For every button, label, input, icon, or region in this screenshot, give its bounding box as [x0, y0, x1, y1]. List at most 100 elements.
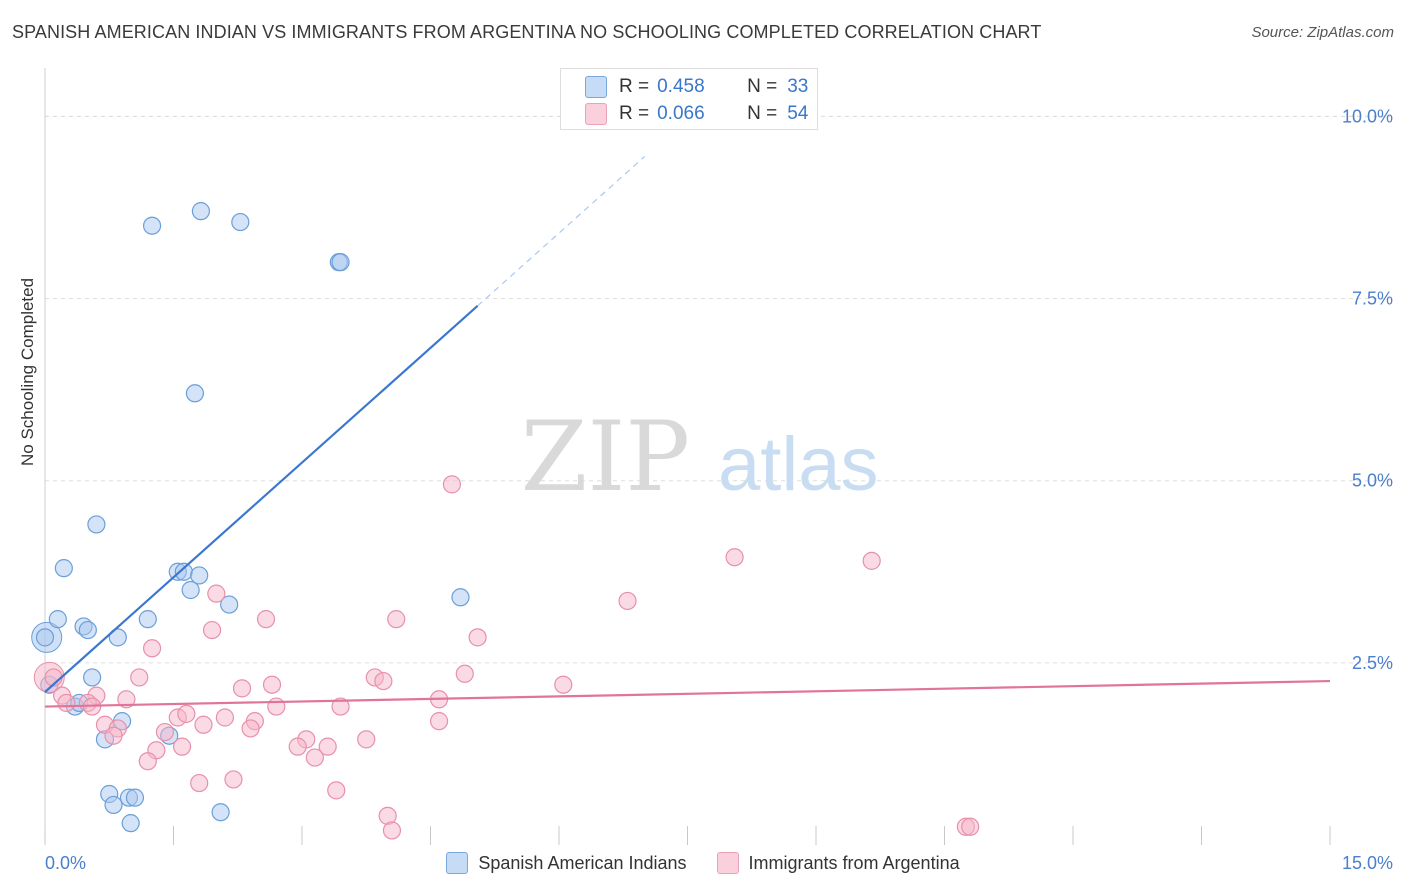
data-point: [220, 595, 239, 614]
y-tick-label: 5.0%: [1352, 471, 1393, 491]
legend: Spanish American Indians Immigrants from…: [0, 852, 1406, 874]
data-point: [327, 781, 346, 800]
data-point: [202, 620, 222, 640]
legend-swatch-pink: [716, 852, 739, 874]
data-point: [104, 726, 123, 745]
legend-label: Spanish American Indians: [478, 852, 687, 873]
data-point: [172, 737, 192, 756]
y-axis-label: No Schooling Completed: [18, 277, 37, 466]
data-point: [207, 584, 226, 603]
data-point: [78, 620, 97, 640]
tick-labels: 2.5% 5.0% 7.5% 10.0% 0.0% 15.0%: [45, 106, 1393, 873]
data-point: [232, 679, 252, 698]
data-point: [138, 752, 157, 771]
legend-label: Immigrants from Argentina: [748, 852, 960, 873]
legend-swatch-blue: [446, 852, 469, 874]
series-points: [33, 475, 980, 840]
stats-n-label: N =: [747, 76, 778, 97]
data-point: [117, 690, 136, 709]
data-point: [318, 737, 337, 756]
data-point: [387, 610, 406, 629]
stats-n-value: 33: [787, 76, 809, 97]
legend-item-spanish-american-indians[interactable]: Spanish American Indians: [446, 852, 687, 874]
data-point: [54, 559, 73, 578]
data-point: [104, 795, 123, 815]
data-point: [108, 628, 127, 647]
data-point: [138, 610, 157, 629]
data-point: [125, 788, 145, 807]
legend-item-immigrants-from-argentina[interactable]: Immigrants from Argentina: [716, 852, 960, 874]
stats-r-label: R =: [619, 103, 650, 124]
data-point: [468, 628, 487, 647]
data-point: [231, 212, 250, 232]
data-point: [305, 748, 324, 767]
data-point: [288, 737, 307, 756]
stats-swatch-pink: [585, 103, 607, 125]
data-point: [121, 814, 140, 833]
trend-line: [44, 679, 1331, 708]
data-point: [862, 551, 881, 570]
stats-row-blue: R = 0.458 N = 33: [585, 74, 809, 100]
stats-row-pink: R = 0.066 N = 54: [585, 101, 809, 127]
data-point: [191, 202, 211, 221]
data-point: [211, 803, 230, 822]
chart-title: SPANISH AMERICAN INDIAN VS IMMIGRANTS FR…: [12, 22, 1042, 42]
stats-box: R = 0.458 N = 33 R = 0.066 N = 54: [560, 68, 818, 130]
y-tick-label: 2.5%: [1352, 653, 1393, 673]
data-point: [194, 715, 213, 734]
stats-n-value: 54: [787, 103, 809, 124]
data-point: [554, 675, 573, 694]
data-point: [190, 566, 209, 585]
data-point: [57, 693, 76, 713]
data-point: [215, 708, 234, 727]
stats-r-value: 0.458: [657, 76, 705, 97]
watermark: ZIP atlas: [521, 401, 879, 513]
trend-line: [44, 305, 479, 693]
data-point: [48, 610, 67, 629]
data-point: [181, 580, 200, 600]
source-label: Source: ZipAtlas.com: [1251, 24, 1394, 41]
data-point: [331, 253, 350, 272]
data-point: [267, 697, 286, 716]
stats-r-label: R =: [619, 76, 650, 97]
y-tick-label: 10.0%: [1342, 106, 1393, 126]
data-point: [357, 730, 376, 749]
data-point: [190, 773, 209, 793]
trend-line-extension: [477, 156, 646, 307]
data-point: [241, 719, 260, 738]
data-point: [961, 817, 980, 836]
data-point: [451, 588, 470, 607]
data-point: [83, 668, 102, 687]
data-point: [142, 639, 162, 658]
data-point: [262, 675, 282, 694]
watermark-atlas: atlas: [718, 422, 879, 507]
data-point: [256, 610, 276, 629]
grid-lines: [45, 115, 1390, 664]
data-point: [185, 384, 205, 403]
stats-swatch-blue: [585, 76, 607, 98]
x-tick-label: 0.0%: [45, 853, 86, 873]
x-tick-label: 15.0%: [1342, 853, 1393, 873]
data-point: [35, 628, 55, 647]
data-point: [618, 591, 637, 611]
data-point: [224, 770, 243, 789]
data-point: [174, 562, 193, 581]
data-point: [331, 697, 350, 716]
axes: [44, 68, 1331, 845]
series-points: [31, 202, 470, 833]
data-point: [455, 664, 474, 683]
watermark-zip: ZIP: [521, 401, 690, 513]
data-point: [177, 704, 196, 723]
data-point: [382, 821, 402, 840]
data-point: [374, 671, 393, 691]
data-point: [442, 475, 462, 494]
data-point: [155, 722, 175, 742]
data-point: [429, 712, 449, 731]
stats-r-value: 0.066: [657, 103, 705, 124]
data-point: [725, 548, 744, 567]
y-tick-label: 7.5%: [1352, 289, 1393, 309]
stats-n-label: N =: [747, 103, 778, 124]
data-point: [87, 515, 106, 534]
trend-lines: [44, 156, 1331, 708]
